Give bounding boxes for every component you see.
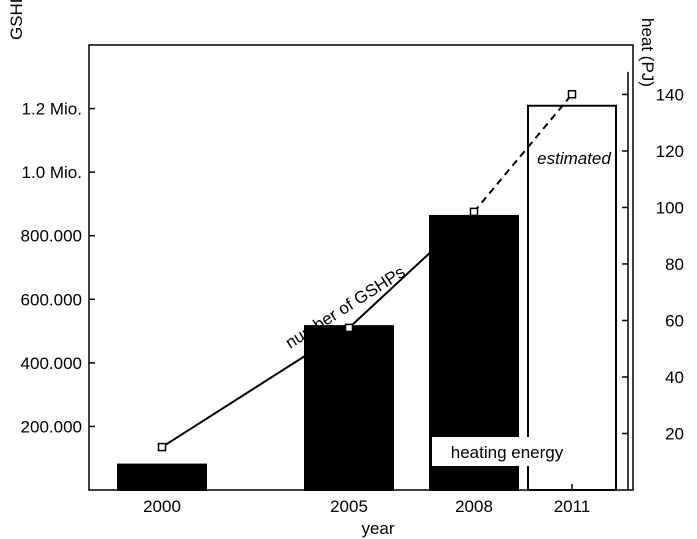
x-tick-label: 2000 — [143, 497, 181, 516]
left-axis-title: GSHPs — [7, 0, 26, 40]
right-tick-label: 100 — [656, 198, 684, 217]
right-tick-label: 60 — [665, 311, 684, 330]
line-point-2008 — [469, 207, 479, 217]
line-segment-2000-2005 — [161, 327, 350, 448]
right-tick-label: 140 — [656, 85, 684, 104]
heating-energy-annotation: heating energy — [451, 443, 564, 462]
right-axis: 20 40 60 80 100 120 140 — [622, 85, 684, 443]
bar-2011 — [527, 104, 617, 491]
line-point-2011 — [567, 90, 577, 99]
estimated-annotation: estimated — [537, 149, 611, 168]
line-segment-2008-2011 — [473, 93, 573, 213]
left-tick-label: 600.000 — [21, 290, 82, 309]
line-point-2000 — [157, 442, 167, 452]
right-axis-title: heat (PJ) — [638, 18, 657, 87]
left-axis: 200.000 400.000 600.000 800.000 1.0 Mio. 1.2 … — [21, 100, 95, 436]
left-tick-label: 1.2 Mio. — [22, 100, 82, 119]
heating-energy-label-bg — [432, 437, 582, 466]
right-tick-label: 40 — [665, 368, 684, 387]
bar-2005 — [304, 325, 394, 491]
line-layer — [157, 90, 577, 452]
line-point-2005 — [344, 323, 354, 333]
x-axis: 2000 2005 2008 2011 — [143, 484, 590, 516]
left-tick-label: 800.000 — [21, 227, 82, 246]
left-tick-label: 1.0 Mio. — [22, 163, 82, 182]
right-tick-label: 80 — [665, 255, 684, 274]
x-tick-label: 2008 — [455, 497, 493, 516]
left-tick-label: 200.000 — [21, 417, 82, 436]
x-tick-label: 2011 — [554, 497, 591, 516]
right-tick-label: 20 — [665, 424, 684, 443]
right-tick-label: 120 — [656, 142, 684, 161]
left-tick-label: 400.000 — [21, 354, 82, 373]
x-axis-title: year — [361, 519, 394, 538]
line-segment-2005-2008 — [348, 211, 475, 329]
x-tick-label: 2005 — [330, 497, 368, 516]
